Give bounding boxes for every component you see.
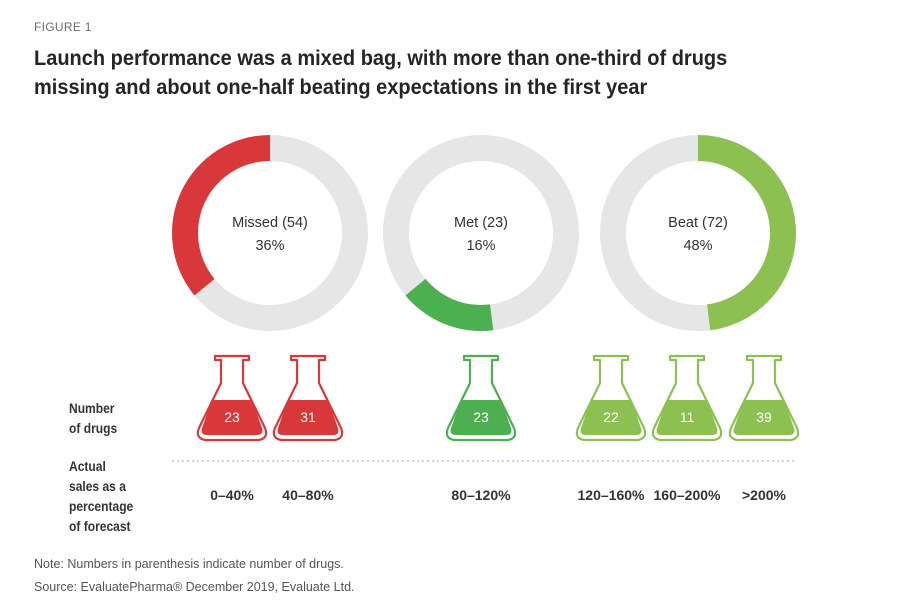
range-category-label: 120–160% (578, 487, 646, 503)
donut-segment-beat (698, 135, 796, 331)
footnote: Note: Numbers in parenthesis indicate nu… (34, 557, 344, 571)
row-label-range-line: sales as a (69, 478, 126, 494)
row-label-range: Actual sales as a percentage of forecast (69, 456, 133, 536)
range-category-label: >200% (742, 487, 787, 503)
source-note: Source: EvaluatePharma® December 2019, E… (34, 580, 355, 594)
flask-count-label: 39 (756, 409, 772, 425)
row-label-range-line: percentage (69, 498, 134, 514)
range-category-label: 40–80% (282, 487, 334, 503)
range-category-label: 0–40% (210, 487, 254, 503)
donut-count-label: Met (23) (454, 215, 508, 231)
donut-count-label: Beat (72) (668, 215, 728, 231)
row-label-range-line: Actual (69, 458, 106, 474)
flask-liquid (201, 400, 263, 435)
flask-liquid (580, 400, 642, 435)
donut-percent-label: 16% (466, 238, 495, 254)
flask-liquid (656, 400, 718, 435)
flask-liquid (450, 400, 512, 435)
flask-liquid (733, 400, 795, 435)
flask-count-label: 22 (603, 409, 619, 425)
flask-count-label: 31 (300, 409, 316, 425)
row-label-count-line: Number (69, 400, 115, 416)
range-category-label: 160–200% (654, 487, 722, 503)
figure-label: FIGURE 1 (34, 20, 92, 34)
row-label-range-line: of forecast (69, 518, 131, 534)
donut-percent-label: 48% (683, 238, 712, 254)
flask-count-label: 23 (224, 409, 240, 425)
flask-liquid (277, 400, 339, 435)
range-category-label: 80–120% (451, 487, 511, 503)
row-label-count: Number of drugs (69, 398, 117, 438)
donut-count-label: Missed (54) (232, 215, 308, 231)
flask-count-label: 23 (473, 409, 489, 425)
row-label-count-line: of drugs (69, 420, 118, 436)
chart-title: Launch performance was a mixed bag, with… (34, 44, 797, 102)
flask-count-label: 11 (680, 409, 695, 425)
donut-segment-met (405, 278, 494, 331)
donut-segment-missed (171, 135, 270, 296)
title-line-2: missing and about one-half beating expec… (34, 75, 648, 99)
title-line-1: Launch performance was a mixed bag, with… (34, 46, 728, 70)
donut-percent-label: 36% (255, 238, 284, 254)
